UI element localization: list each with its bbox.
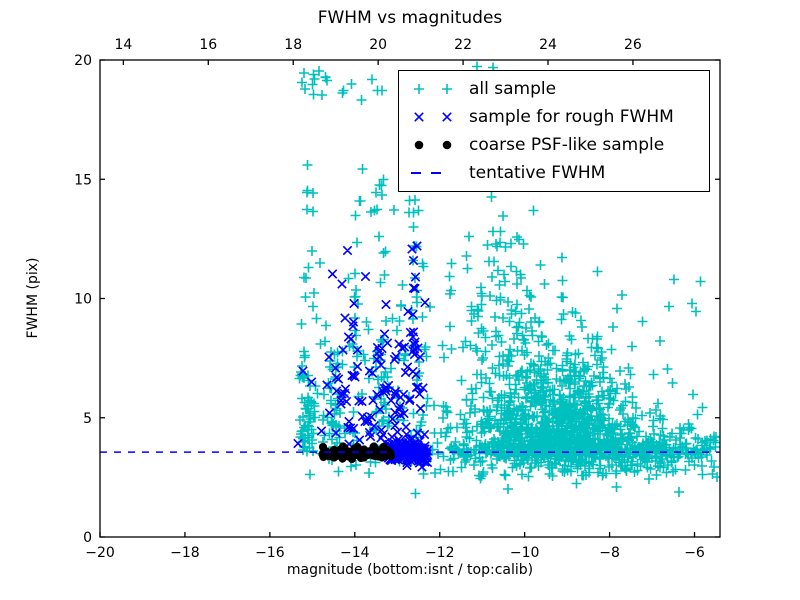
legend-label: tentative FWHM (469, 163, 606, 183)
top-x-tick-label: 26 (624, 37, 642, 53)
top-x-tick-label: 24 (539, 37, 557, 53)
series-coarse-psf (318, 442, 396, 464)
y-tick-label: 5 (83, 411, 92, 427)
legend-label: coarse PSF-like sample (469, 135, 665, 155)
y-axis-label: FWHM (pix) (25, 257, 41, 339)
y-tick-label: 0 (83, 530, 92, 546)
x-tick-label: −6 (684, 545, 705, 561)
legend-entry-tentative-fwhm: tentative FWHM (399, 160, 709, 186)
y-tick-label: 20 (74, 53, 92, 69)
legend-label: sample for rough FWHM (469, 107, 674, 127)
top-x-tick-label: 20 (369, 37, 387, 53)
x-tick-label: −16 (255, 545, 285, 561)
top-x-tick-label: 18 (284, 37, 302, 53)
x-tick-label: −10 (510, 545, 540, 561)
series-all-sample (294, 61, 720, 499)
x-tick-label: −18 (170, 545, 200, 561)
axes-frame: −20 −18 −16 −14 −12 −10 −8 −6 14 16 18 20 22 24 26 0 5 10… (74, 37, 721, 561)
top-x-tick-label: 16 (199, 37, 217, 53)
x-tick-label: −20 (85, 545, 115, 561)
chart-title: FWHM vs magnitudes (317, 8, 503, 28)
legend: all sample sample for rough FWHM coarse … (398, 70, 710, 192)
top-x-tick-label: 22 (454, 37, 472, 53)
legend-label: all sample (469, 79, 557, 99)
plus-marker-icon (405, 80, 463, 98)
top-x-tick-label: 14 (114, 37, 132, 53)
x-tick-label: −8 (599, 545, 620, 561)
x-tick-label: −12 (425, 545, 455, 561)
y-tick-label: 15 (74, 172, 92, 188)
legend-entry-all-sample: all sample (399, 76, 709, 102)
legend-entry-rough-fwhm: sample for rough FWHM (399, 104, 709, 130)
x-marker-icon (405, 108, 463, 126)
dot-marker-icon (405, 136, 463, 154)
y-tick-label: 10 (74, 292, 92, 308)
x-tick-label: −14 (340, 545, 370, 561)
x-axis-label: magnitude (bottom:isnt / top:calib) (286, 562, 534, 578)
legend-entry-coarse-psf: coarse PSF-like sample (399, 132, 709, 158)
dash-line-icon (405, 164, 463, 182)
